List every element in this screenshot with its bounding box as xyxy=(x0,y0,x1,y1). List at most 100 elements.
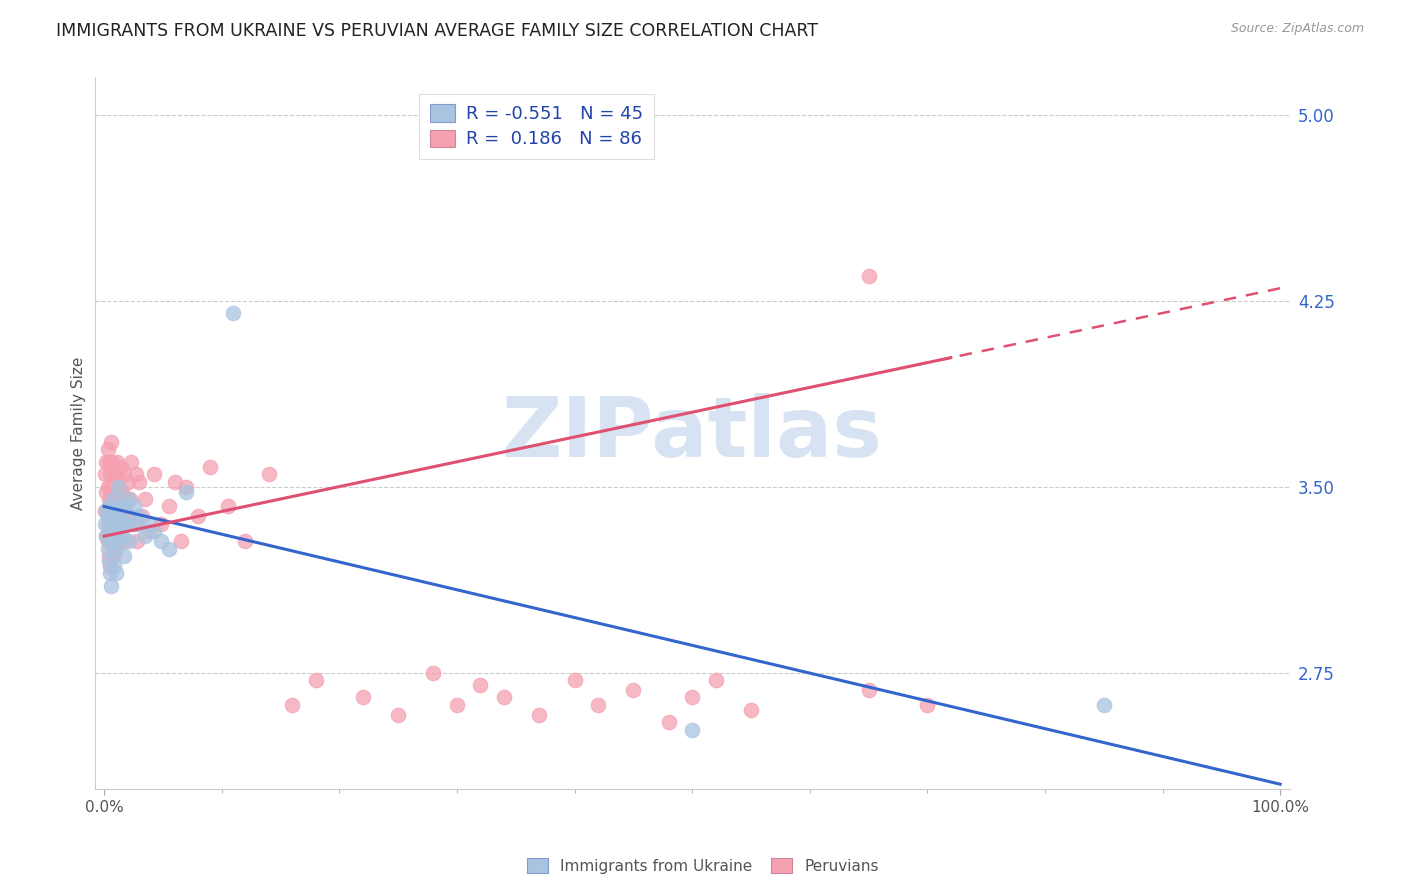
Point xyxy=(681,723,703,737)
Legend: R = -0.551   N = 45, R =  0.186   N = 86: R = -0.551 N = 45, R = 0.186 N = 86 xyxy=(419,94,654,159)
Point xyxy=(169,534,191,549)
Point xyxy=(104,524,127,539)
Point xyxy=(98,516,121,531)
Point xyxy=(858,268,880,283)
Point xyxy=(111,516,134,531)
Point xyxy=(97,541,120,556)
Point xyxy=(128,475,150,489)
Point xyxy=(97,500,120,514)
Point xyxy=(110,500,132,514)
Point xyxy=(97,480,120,494)
Point xyxy=(98,467,121,482)
Point xyxy=(681,690,703,705)
Point xyxy=(233,534,256,549)
Point xyxy=(104,566,127,581)
Point xyxy=(100,434,122,449)
Point xyxy=(142,467,165,482)
Point xyxy=(142,524,165,539)
Point xyxy=(96,504,118,518)
Point xyxy=(97,442,120,457)
Point xyxy=(217,500,239,514)
Point xyxy=(104,541,127,556)
Point xyxy=(198,459,221,474)
Point xyxy=(104,504,127,518)
Point xyxy=(96,455,118,469)
Point xyxy=(352,690,374,705)
Point xyxy=(101,491,124,506)
Point xyxy=(104,541,127,556)
Point xyxy=(163,475,186,489)
Point xyxy=(114,491,136,506)
Point xyxy=(138,524,160,539)
Point xyxy=(446,698,468,712)
Point xyxy=(586,698,609,712)
Point xyxy=(149,516,172,531)
Point xyxy=(101,516,124,531)
Point xyxy=(108,509,131,524)
Point xyxy=(94,504,117,518)
Legend: Immigrants from Ukraine, Peruvians: Immigrants from Ukraine, Peruvians xyxy=(520,852,886,880)
Point xyxy=(97,516,120,531)
Text: IMMIGRANTS FROM UKRAINE VS PERUVIAN AVERAGE FAMILY SIZE CORRELATION CHART: IMMIGRANTS FROM UKRAINE VS PERUVIAN AVER… xyxy=(56,22,818,40)
Point xyxy=(96,529,118,543)
Point xyxy=(103,467,125,482)
Point xyxy=(97,534,120,549)
Point xyxy=(105,516,128,531)
Point xyxy=(111,516,134,531)
Point xyxy=(96,484,118,499)
Point xyxy=(104,524,127,539)
Point xyxy=(98,566,121,581)
Point xyxy=(104,500,127,514)
Point xyxy=(107,491,129,506)
Point xyxy=(125,516,148,531)
Point xyxy=(149,534,172,549)
Point xyxy=(1092,698,1115,712)
Point xyxy=(176,484,198,499)
Point xyxy=(128,509,150,524)
Point xyxy=(103,558,125,573)
Point xyxy=(138,516,160,531)
Point xyxy=(105,534,128,549)
Point xyxy=(107,534,129,549)
Point xyxy=(96,529,118,543)
Point xyxy=(257,467,280,482)
Point xyxy=(122,500,145,514)
Point xyxy=(492,690,515,705)
Point xyxy=(101,534,124,549)
Point xyxy=(100,529,122,543)
Point xyxy=(118,509,141,524)
Point xyxy=(621,682,644,697)
Point xyxy=(112,467,135,482)
Point xyxy=(740,703,762,717)
Point xyxy=(117,475,139,489)
Point xyxy=(98,509,121,524)
Point xyxy=(529,707,551,722)
Point xyxy=(118,491,141,506)
Point xyxy=(111,529,134,543)
Point xyxy=(387,707,409,722)
Point xyxy=(97,455,120,469)
Point xyxy=(103,509,125,524)
Point xyxy=(97,549,120,563)
Point xyxy=(117,491,139,506)
Point xyxy=(115,516,138,531)
Point xyxy=(704,673,727,687)
Point xyxy=(101,534,124,549)
Point xyxy=(134,491,156,506)
Point xyxy=(97,491,120,506)
Point xyxy=(157,541,180,556)
Point xyxy=(125,467,148,482)
Point xyxy=(110,500,132,514)
Point xyxy=(305,673,328,687)
Point xyxy=(222,306,245,320)
Point xyxy=(281,698,304,712)
Point xyxy=(100,524,122,539)
Point xyxy=(105,509,128,524)
Point xyxy=(118,509,141,524)
Point xyxy=(131,509,153,524)
Point xyxy=(101,455,124,469)
Point xyxy=(100,480,122,494)
Point xyxy=(112,549,135,563)
Point xyxy=(157,500,180,514)
Point xyxy=(94,516,117,531)
